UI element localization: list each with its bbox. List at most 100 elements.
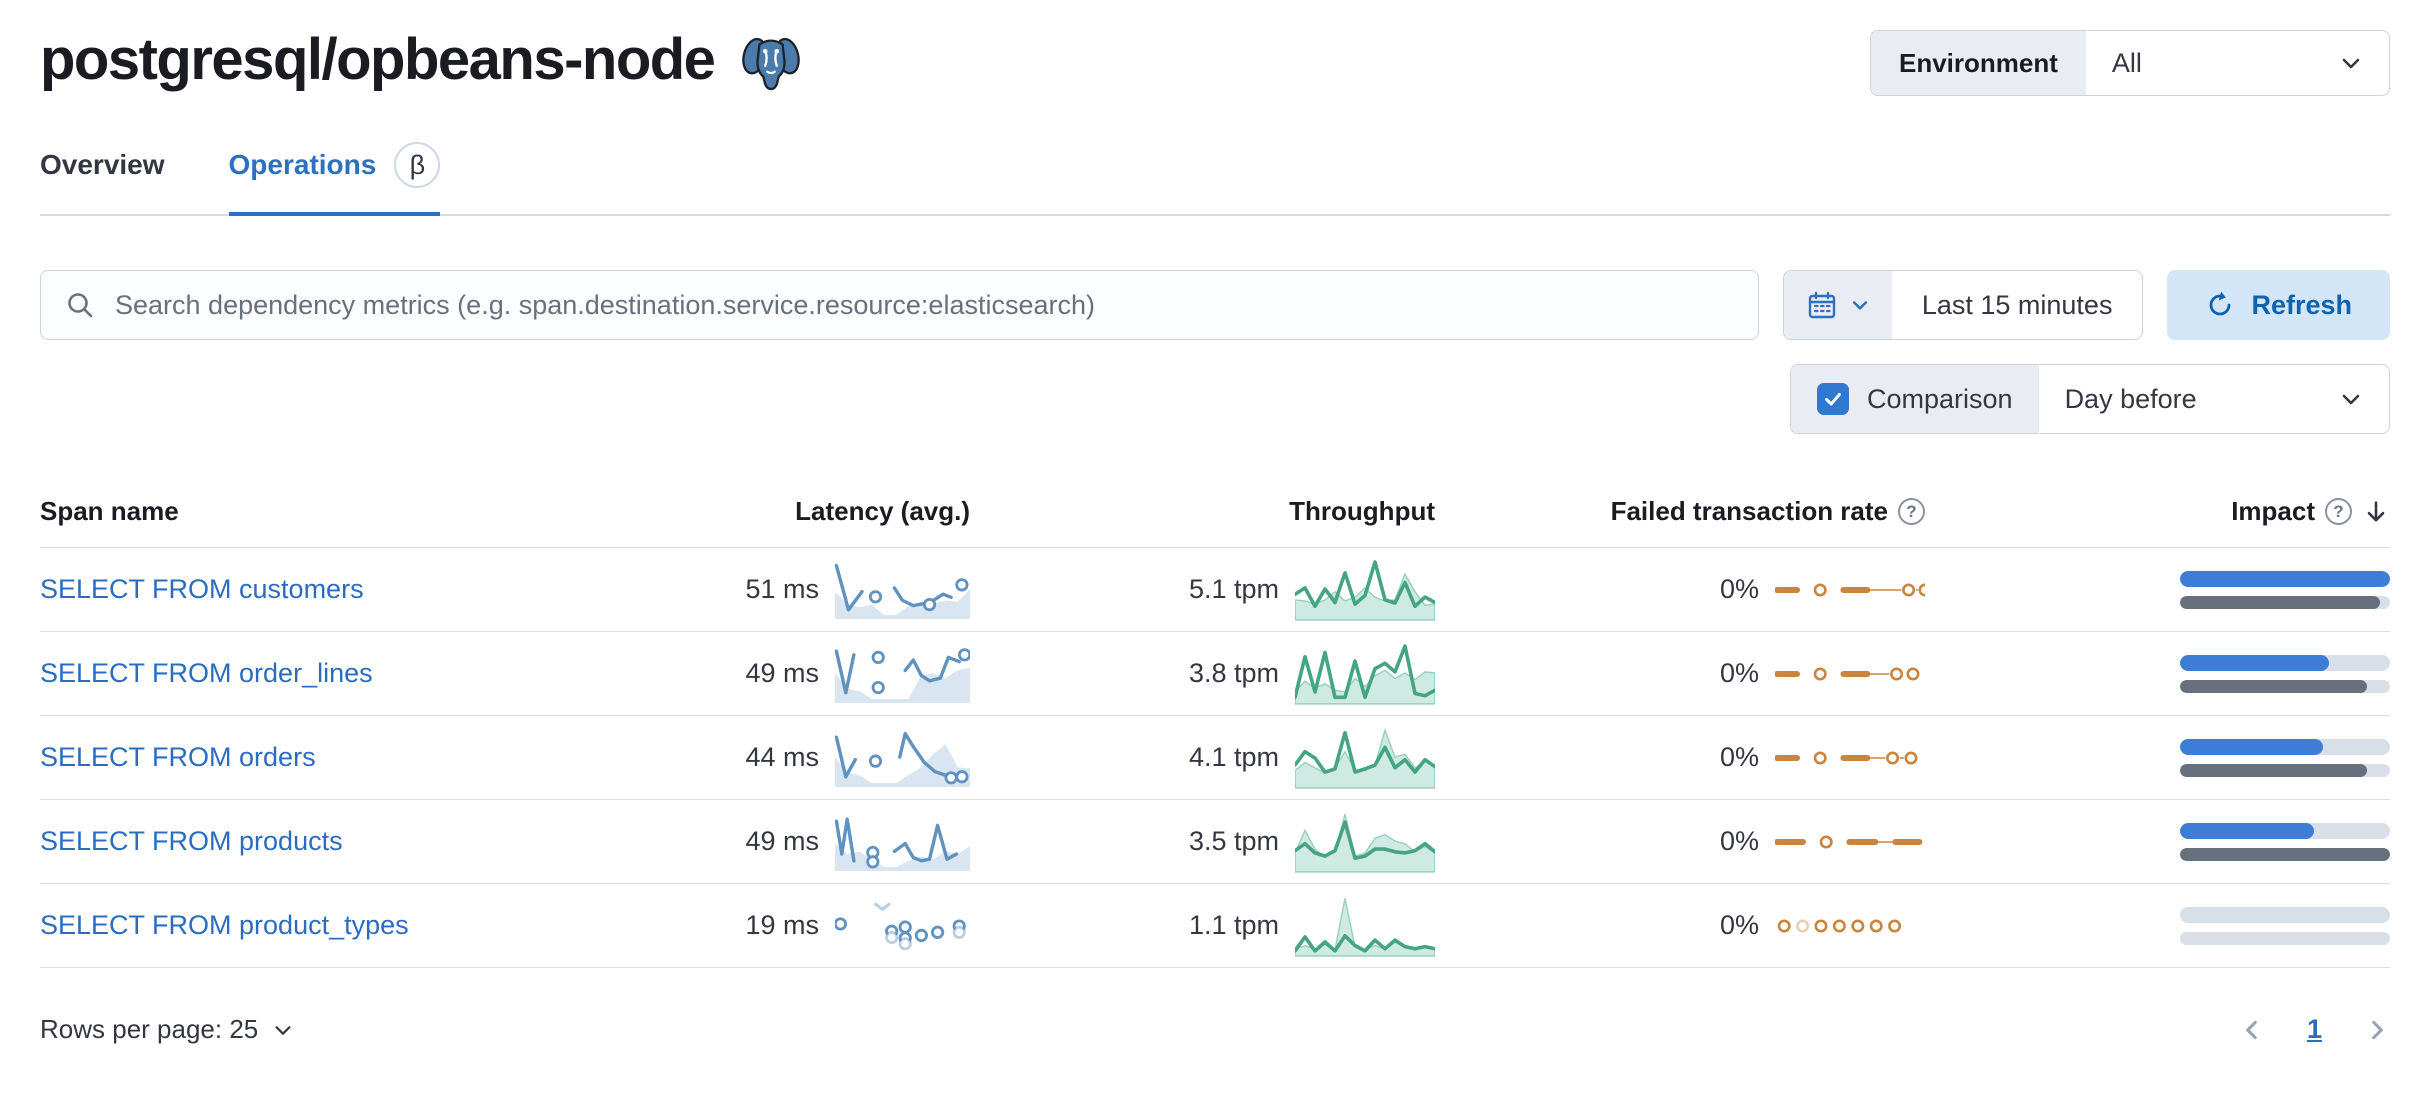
impact-bar-current-track bbox=[2180, 738, 2390, 755]
chevron-down-icon bbox=[2342, 394, 2360, 405]
help-icon[interactable]: ? bbox=[2325, 498, 2352, 525]
comparison-toggle[interactable]: Comparison bbox=[1791, 365, 2039, 433]
table-row: SELECT FROM customers 51 ms 5.1 tpm 0% bbox=[40, 548, 2390, 632]
throughput-cell: 4.1 tpm bbox=[970, 726, 1435, 790]
impact-bar-previous bbox=[2180, 763, 2367, 777]
search-input[interactable] bbox=[113, 288, 1734, 322]
chevron-left-icon bbox=[2246, 1020, 2257, 1039]
impact-bar-previous bbox=[2180, 595, 2380, 609]
pagination: 1 bbox=[2239, 1014, 2390, 1045]
column-header-throughput[interactable]: Throughput bbox=[970, 496, 1435, 527]
throughput-cell: 3.5 tpm bbox=[970, 810, 1435, 874]
page-number[interactable]: 1 bbox=[2306, 1014, 2322, 1044]
throughput-value: 1.1 tpm bbox=[1188, 910, 1279, 940]
chevron-down-icon bbox=[1852, 301, 1867, 310]
time-range-value[interactable]: Last 15 minutes bbox=[1921, 289, 2113, 320]
impact-bar-current-track bbox=[2180, 906, 2390, 923]
failed-rate-cell: 0% bbox=[1435, 570, 1925, 610]
column-header-impact[interactable]: Impact ? bbox=[1925, 496, 2390, 527]
impact-bar-current-track bbox=[2180, 570, 2390, 587]
impact-bar-current bbox=[2180, 738, 2323, 755]
tab-bar: Overview Operations β bbox=[40, 142, 2390, 216]
impact-bar-current bbox=[2180, 570, 2390, 587]
controls-row: Last 15 minutes Refresh bbox=[40, 270, 2390, 340]
search-box bbox=[40, 270, 1759, 340]
latency-value: 49 ms bbox=[745, 658, 819, 688]
environment-select[interactable]: Environment All bbox=[1870, 30, 2390, 96]
span-name-cell: SELECT FROM customers bbox=[40, 574, 530, 605]
throughput-header-label: Throughput bbox=[1289, 496, 1435, 526]
failed-rate-cell: 0% bbox=[1435, 822, 1925, 862]
tab-overview-label: Overview bbox=[40, 149, 165, 180]
latency-cell: 49 ms bbox=[530, 643, 970, 705]
comparison-selected-option: Day before bbox=[2064, 383, 2197, 414]
previous-page-button[interactable] bbox=[2239, 1017, 2265, 1043]
latency-cell: 49 ms bbox=[530, 811, 970, 873]
latency-header-label: Latency (avg.) bbox=[795, 496, 970, 526]
throughput-sparkline bbox=[1295, 643, 1435, 705]
span-name-link[interactable]: SELECT FROM order_lines bbox=[40, 658, 373, 688]
throughput-sparkline bbox=[1295, 727, 1435, 789]
latency-sparkline bbox=[835, 817, 970, 871]
column-header-latency[interactable]: Latency (avg.) bbox=[530, 496, 970, 527]
help-icon[interactable]: ? bbox=[1898, 498, 1925, 525]
span-name-cell: SELECT FROM products bbox=[40, 826, 530, 857]
throughput-value: 4.1 tpm bbox=[1188, 742, 1279, 772]
failed-rate-value: 0% bbox=[1719, 826, 1759, 856]
refresh-label: Refresh bbox=[2251, 289, 2352, 320]
chevron-down-icon bbox=[275, 1025, 291, 1035]
environment-label: Environment bbox=[1871, 31, 2086, 95]
span-name-link[interactable]: SELECT FROM orders bbox=[40, 742, 316, 772]
throughput-value: 3.5 tpm bbox=[1188, 826, 1279, 856]
impact-bar-previous bbox=[2180, 847, 2390, 861]
comparison-label: Comparison bbox=[1867, 383, 2013, 414]
impact-cell bbox=[1925, 822, 2390, 861]
tab-operations[interactable]: Operations β bbox=[228, 142, 441, 216]
failed-rate-value: 0% bbox=[1719, 658, 1759, 688]
impact-cell bbox=[1925, 570, 2390, 609]
table-row: SELECT FROM orders 44 ms 4.1 tpm 0% bbox=[40, 716, 2390, 800]
comparison-checkbox[interactable] bbox=[1817, 383, 1849, 415]
failed-rate-value: 0% bbox=[1719, 574, 1759, 604]
latency-sparkline bbox=[835, 902, 966, 950]
failed-rate-sparkline bbox=[1777, 919, 1902, 932]
throughput-sparkline bbox=[1295, 559, 1435, 621]
refresh-button[interactable]: Refresh bbox=[2167, 270, 2390, 340]
impact-cell bbox=[1925, 654, 2390, 693]
failed-rate-sparkline bbox=[1775, 583, 1925, 596]
span-name-link[interactable]: SELECT FROM customers bbox=[40, 574, 364, 604]
latency-sparkline bbox=[835, 563, 970, 619]
throughput-cell: 1.1 tpm bbox=[970, 894, 1435, 958]
failed-rate-sparkline bbox=[1775, 835, 1923, 848]
next-page-button[interactable] bbox=[2364, 1017, 2390, 1043]
date-picker-quick-menu[interactable] bbox=[1783, 271, 1892, 339]
comparison-control: Comparison Day before bbox=[1790, 364, 2390, 434]
postgresql-icon bbox=[742, 37, 801, 91]
latency-value: 19 ms bbox=[745, 910, 819, 940]
column-header-failed-rate[interactable]: Failed transaction rate ? bbox=[1435, 496, 1925, 527]
chevron-down-icon bbox=[2342, 58, 2360, 69]
tab-overview[interactable]: Overview bbox=[40, 142, 165, 216]
span-name-cell: SELECT FROM product_types bbox=[40, 910, 530, 941]
span-name-link[interactable]: SELECT FROM products bbox=[40, 826, 343, 856]
date-picker[interactable]: Last 15 minutes bbox=[1782, 270, 2144, 340]
span-name-cell: SELECT FROM orders bbox=[40, 742, 530, 773]
span-name-link[interactable]: SELECT FROM product_types bbox=[40, 910, 409, 940]
environment-value: All bbox=[2086, 31, 2389, 95]
impact-bar-current-track bbox=[2180, 654, 2390, 671]
rows-per-page-selector[interactable]: Rows per page: 25 bbox=[40, 1014, 294, 1045]
failed-rate-sparkline bbox=[1775, 751, 1918, 764]
rows-per-page-label: Rows per page: 25 bbox=[40, 1014, 259, 1044]
latency-value: 51 ms bbox=[745, 574, 819, 604]
environment-selected-option: All bbox=[2111, 47, 2142, 78]
failed-rate-value: 0% bbox=[1719, 742, 1759, 772]
impact-bar-current-track bbox=[2180, 822, 2390, 839]
impact-bar-previous-track bbox=[2180, 931, 2390, 945]
table-body: SELECT FROM customers 51 ms 5.1 tpm 0% S… bbox=[40, 548, 2390, 968]
failed-rate-header-label: Failed transaction rate bbox=[1610, 496, 1888, 526]
latency-cell: 19 ms bbox=[530, 895, 970, 957]
apm-dependency-page: postgresql/opbeans-node Environment All bbox=[40, 27, 2390, 1045]
impact-bar-current bbox=[2180, 654, 2330, 671]
impact-bar-previous-track bbox=[2180, 595, 2390, 609]
comparison-select[interactable]: Day before bbox=[2039, 365, 2389, 433]
